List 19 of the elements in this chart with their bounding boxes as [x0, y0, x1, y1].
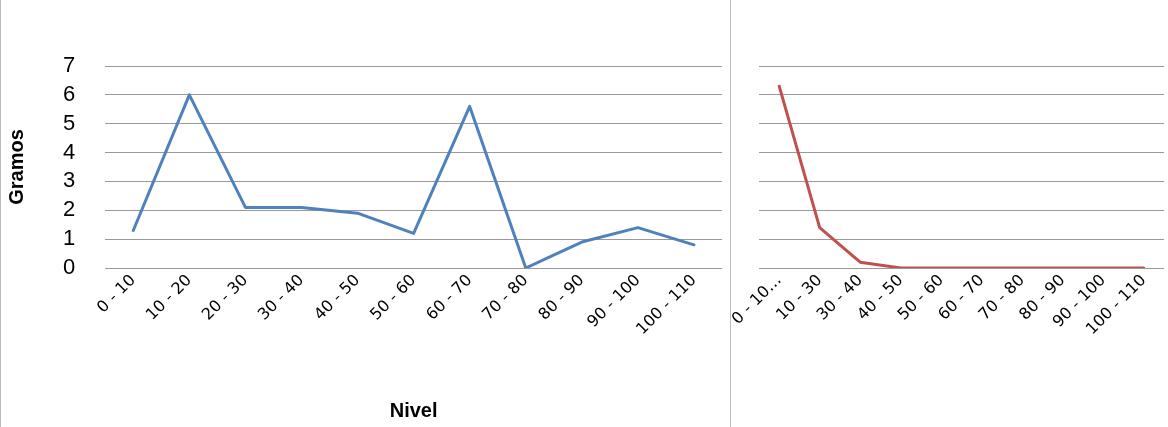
x-tick-label: 40 - 50	[309, 270, 364, 324]
y-tick-label: 1	[62, 225, 76, 251]
x-tick-label: 50 - 60	[365, 270, 420, 324]
x-tick-label: 0 - 10	[92, 270, 140, 317]
x-tick-label: 10 - 20	[141, 270, 196, 324]
y-tick-label: 2	[62, 196, 76, 222]
x-tick-label: 30 - 40	[253, 270, 308, 324]
x-tick-label: 20 - 30	[197, 270, 252, 324]
y-tick-label: 5	[62, 109, 76, 135]
x-tick-label: 80 - 90	[534, 270, 588, 324]
x-axis-title: Nivel	[389, 398, 438, 421]
y-tick-label: 4	[62, 138, 76, 164]
y-axis-title: Gramos	[4, 129, 27, 205]
y-tick-label: 6	[62, 80, 76, 106]
y-tick-label: 7	[62, 52, 76, 78]
y-tick-label: 3	[62, 167, 76, 193]
x-tick-label: 60 - 70	[421, 270, 476, 324]
x-tick-label: 70 - 80	[478, 270, 532, 324]
y-tick-label: 0	[62, 254, 76, 280]
